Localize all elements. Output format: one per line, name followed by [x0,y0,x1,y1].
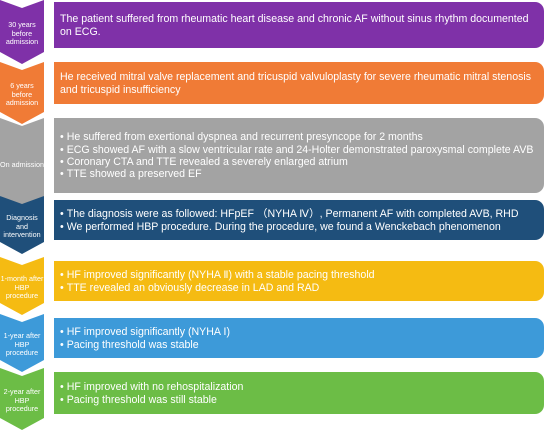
chevron-fill [0,62,44,124]
event-text: The patient suffered from rheumatic hear… [60,13,529,38]
bullet-point: He suffered from exertional dyspnea and … [60,131,536,143]
bullet-point: The diagnosis were as followed: HFpEF （N… [60,208,536,220]
chevron-fill [0,196,44,254]
chevron-shape [0,368,44,430]
timeline-label: 1-month after HBP procedure [0,274,44,301]
bullet-point: Coronary CTA and TTE revealed a severely… [60,156,536,168]
bullet-point: Pacing threshold was stable [60,339,536,351]
chevron-shape [0,118,44,208]
chevron-shape [0,62,44,124]
timeline-chevron: 1-month after HBP procedure [0,257,48,315]
chevron-fill [0,368,44,430]
bullet-point: HF improved with no rehospitalization [60,381,536,393]
chevron-fill [0,257,44,315]
chevron-shape [0,196,44,254]
timeline-chevron: 30 years before admission [0,0,48,64]
chevron-fill [0,314,44,372]
chevron-shape [0,0,44,64]
timeline-chevron: 2-year after HBP procedure [0,368,48,430]
timeline-label: 2-year after HBP procedure [3,387,41,414]
timeline-chevron: On admission [0,118,48,208]
timeline-label: 30 years before admission [5,20,39,47]
timeline-label: 1-year after HBP procedure [3,331,41,358]
event-description-box: He suffered from exertional dyspnea and … [54,118,544,193]
event-description-box: HF improved significantly (NYHA Ⅱ) with … [54,261,544,301]
bullet-point: Pacing threshold was still stable [60,394,536,406]
chevron-shape [0,314,44,372]
timeline-chevron: 6 years before admission [0,62,48,124]
timeline-chevron: Diagnosis and intervention [0,196,48,254]
timeline-label: Diagnosis and intervention [3,213,41,240]
bullet-point: TTE showed a preserved EF [60,168,536,180]
timeline-label: On admission [0,159,44,169]
bullet-point: ECG showed AF with a slow ventricular ra… [60,144,536,156]
chevron-fill [0,0,44,64]
timeline-label: 6 years before admission [5,81,39,108]
bullet-point: TTE revealed an obviously decrease in LA… [60,282,536,294]
chevron-fill [0,118,44,208]
event-description-box: The patient suffered from rheumatic hear… [54,2,544,48]
event-description-box: He received mitral valve replacement and… [54,62,544,104]
event-text: He received mitral valve replacement and… [60,71,532,96]
bullet-point: HF improved significantly (NYHA Ⅱ) with … [60,269,536,281]
bullet-point: We performed HBP procedure. During the p… [60,221,536,233]
bullet-point: HF improved significantly (NYHA Ⅰ) [60,326,536,338]
event-description-box: HF improved with no rehospitalizationPac… [54,372,544,414]
event-description-box: HF improved significantly (NYHA Ⅰ)Pacing… [54,318,544,358]
event-description-box: The diagnosis were as followed: HFpEF （N… [54,200,544,240]
timeline-chevron: 1-year after HBP procedure [0,314,48,372]
chevron-shape [0,257,44,315]
